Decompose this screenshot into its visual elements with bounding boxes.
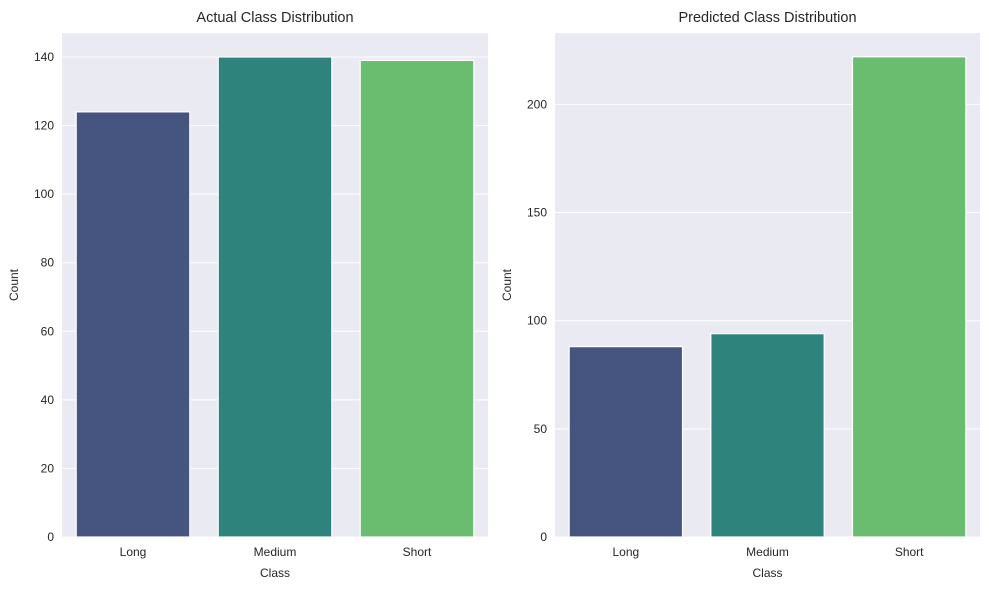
x-tick-label: Medium: [746, 545, 789, 559]
y-tick-label: 100: [527, 314, 547, 328]
y-tick-label: 20: [41, 461, 55, 475]
bar-long: [568, 346, 684, 538]
bar-short: [851, 56, 967, 538]
x-tick-label: Short: [895, 545, 924, 559]
y-axis-label: Count: [500, 268, 514, 301]
y-axis-label: Count: [7, 268, 21, 301]
chart-title: Predicted Class Distribution: [678, 10, 856, 26]
x-tick-label: Long: [120, 545, 147, 559]
y-tick-label: 40: [41, 393, 55, 407]
y-tick-label: 100: [34, 187, 54, 201]
x-tick-label: Medium: [254, 545, 297, 559]
x-tick-label: Long: [612, 545, 639, 559]
y-tick-label: 200: [527, 97, 547, 111]
y-tick-label: 140: [34, 50, 54, 64]
chart-panel-1: 0 20 40 60 80 100 120 140 Long Medium Short Class Co…: [7, 10, 488, 580]
y-tick-label: 0: [47, 530, 54, 544]
x-tick-label: Short: [403, 545, 432, 559]
chart-title: Actual Class Distribution: [196, 10, 353, 26]
x-axis-label: Class: [752, 566, 782, 580]
bar-short: [359, 59, 475, 538]
y-tick-label: 80: [41, 256, 55, 270]
bar-long: [75, 111, 191, 538]
x-axis-label: Class: [260, 566, 290, 580]
y-tick-label: 60: [41, 324, 55, 338]
bar-medium: [217, 56, 333, 538]
y-tick-label: 0: [540, 530, 547, 544]
y-tick-label: 150: [527, 206, 547, 220]
y-tick-label: 120: [34, 119, 54, 133]
chart-panel-2: 0 50 100 150 200 Long Medium Short Class Count Pre…: [500, 10, 980, 580]
y-tick-label: 50: [534, 422, 548, 436]
bar-medium: [710, 333, 825, 538]
